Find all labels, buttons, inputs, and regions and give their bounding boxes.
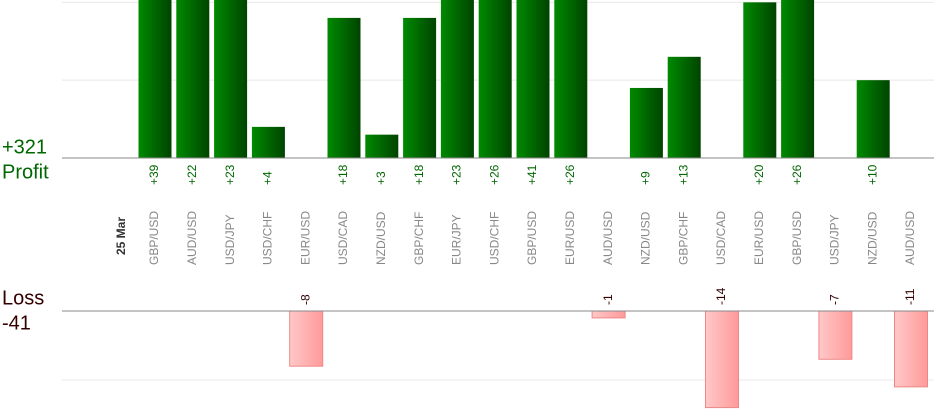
profit-bar xyxy=(365,134,399,158)
loss-bar xyxy=(894,310,928,388)
profit-bar xyxy=(856,80,890,158)
loss-bar xyxy=(818,310,853,360)
category-label: GBP/USD xyxy=(525,211,539,265)
profit-bar xyxy=(327,17,361,159)
profit-value-label: +10 xyxy=(865,164,879,185)
category-label: AUD/USD xyxy=(185,211,199,265)
profit-value-label: +13 xyxy=(676,164,690,185)
profit-value-label: +26 xyxy=(487,164,501,185)
profit-total: +321 xyxy=(2,136,47,158)
loss-value-label: -7 xyxy=(828,294,842,305)
loss-value-label: -1 xyxy=(601,294,615,305)
profit-value-label: +26 xyxy=(790,164,804,185)
category-label: USD/JPY xyxy=(828,214,842,265)
profit-bar xyxy=(403,17,437,159)
profit-bar xyxy=(743,2,777,158)
loss-value-label: -8 xyxy=(298,294,312,305)
profit-label: Profit xyxy=(2,161,49,183)
loss-value-label: -14 xyxy=(714,287,728,305)
loss-bar xyxy=(289,310,324,367)
loss-total: -41 xyxy=(2,312,31,334)
loss-value-label: -11 xyxy=(903,288,917,305)
category-label: GBP/CHF xyxy=(676,212,690,265)
category-label: EUR/USD xyxy=(752,211,766,265)
profit-bar xyxy=(478,0,512,158)
date-label: 25 Mar xyxy=(114,217,128,255)
loss-bar xyxy=(591,310,626,319)
category-label: GBP/USD xyxy=(147,211,161,265)
category-label: NZD/USD xyxy=(865,211,879,265)
profit-value-label: +9 xyxy=(639,171,653,185)
profit-bar xyxy=(138,0,172,158)
category-label: EUR/USD xyxy=(298,211,312,265)
category-label: USD/CAD xyxy=(336,211,350,265)
profit-bar xyxy=(629,87,663,158)
profit-bar xyxy=(781,0,815,158)
category-label: AUD/USD xyxy=(601,211,615,265)
profit-value-label: +26 xyxy=(563,164,577,185)
profit-value-label: +39 xyxy=(147,164,161,185)
profit-value-label: +23 xyxy=(450,164,464,185)
profit-bar xyxy=(214,0,248,158)
profit-value-label: +22 xyxy=(185,164,199,185)
category-label: USD/CHF xyxy=(487,212,501,265)
profit-value-label: +18 xyxy=(412,164,426,185)
profit-value-label: +23 xyxy=(223,164,237,185)
profit-value-label: +20 xyxy=(752,164,766,185)
profit-bar xyxy=(251,126,285,158)
profit-value-label: +4 xyxy=(261,171,275,185)
category-label: USD/CAD xyxy=(714,211,728,265)
category-label: NZD/USD xyxy=(374,211,388,265)
category-label: AUD/USD xyxy=(903,211,917,265)
category-label: EUR/JPY xyxy=(450,214,464,265)
profit-value-label: +41 xyxy=(525,164,539,185)
profit-value-label: +18 xyxy=(336,164,350,185)
profit-bar xyxy=(516,0,550,159)
loss-bar xyxy=(705,310,739,409)
profit-bar xyxy=(176,0,210,158)
category-label: USD/CHF xyxy=(261,212,275,265)
profit-value-label: +3 xyxy=(374,171,388,185)
profit-bar xyxy=(667,56,701,158)
profit-bar xyxy=(440,0,474,158)
profit-bar xyxy=(554,0,588,158)
category-label: USD/JPY xyxy=(223,214,237,265)
category-label: NZD/USD xyxy=(639,211,653,265)
category-label: GBP/USD xyxy=(790,211,804,265)
category-label: GBP/CHF xyxy=(412,212,426,265)
loss-label: Loss xyxy=(2,287,44,309)
category-label: EUR/USD xyxy=(563,211,577,265)
